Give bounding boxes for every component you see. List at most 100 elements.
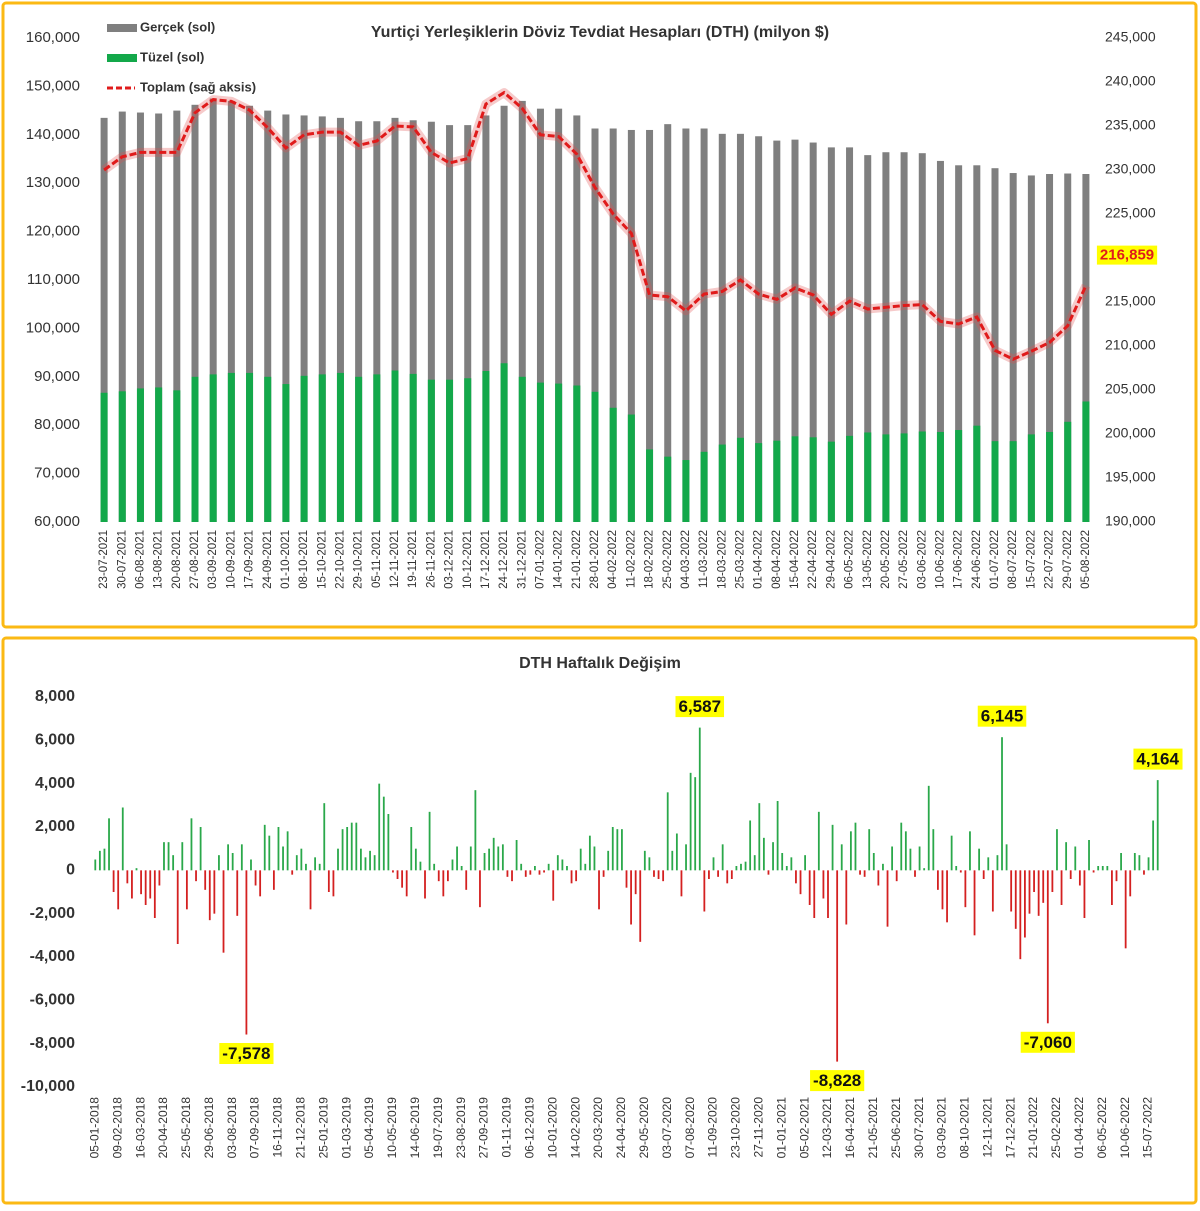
x-tick-label: 24-09-2021: [262, 530, 274, 589]
bar: [1005, 844, 1008, 871]
bar: [772, 842, 774, 871]
bar: [318, 116, 326, 523]
y2-tick-label: 205,000: [1105, 381, 1156, 397]
bar: [718, 133, 726, 522]
x-tick-label: 24-06-2022: [971, 530, 983, 589]
bar: [410, 827, 413, 871]
bar: [94, 859, 97, 871]
bar: [424, 870, 426, 899]
bar: [456, 846, 458, 871]
bar: [598, 870, 600, 910]
bar: [682, 128, 690, 522]
value-label: -7,060: [1024, 1033, 1072, 1052]
bar: [872, 853, 875, 871]
bar: [1111, 870, 1113, 905]
bar: [263, 824, 266, 871]
bar: [1129, 870, 1132, 897]
bar: [373, 855, 376, 871]
bar: [758, 803, 761, 871]
bar: [561, 859, 564, 871]
x-tick-label: 24-04-2020: [614, 1097, 628, 1159]
y-tick-label: 60,000: [34, 513, 80, 530]
bar: [996, 855, 999, 871]
legend-label: Toplam (sağ aksis): [140, 79, 256, 94]
bar: [1042, 870, 1045, 903]
bar: [474, 790, 477, 871]
x-tick-label: 05-08-2022: [1080, 530, 1092, 589]
chart-title: Yurtiçi Yerleşiklerin Döviz Tevdiat Hesa…: [371, 24, 829, 41]
y-tick-label: 2,000: [35, 818, 75, 835]
x-tick-label: 17-12-2021: [1003, 1097, 1017, 1159]
bar: [552, 870, 555, 901]
bar: [813, 870, 816, 918]
bar: [291, 870, 294, 875]
bar: [864, 432, 872, 522]
bar: [118, 391, 126, 522]
y-tick-label: 100,000: [26, 319, 80, 336]
bar: [1101, 866, 1104, 871]
bar: [176, 870, 179, 944]
bar: [464, 125, 472, 523]
bar: [286, 831, 289, 871]
bar: [318, 374, 326, 522]
bar: [529, 870, 532, 875]
bar: [536, 108, 544, 522]
x-tick-label: 12-03-2021: [820, 1097, 834, 1159]
bar: [250, 859, 252, 871]
bar: [506, 870, 509, 877]
bar: [520, 863, 523, 871]
x-tick-label: 07-01-2022: [534, 530, 546, 589]
x-tick-label: 25-02-2022: [1049, 1097, 1063, 1159]
bar: [447, 870, 449, 882]
bar: [808, 870, 811, 905]
bar: [1028, 870, 1031, 914]
bar: [158, 870, 161, 886]
bar: [611, 827, 614, 871]
value-label: 6,587: [678, 697, 721, 716]
bar: [904, 831, 907, 871]
bar: [809, 142, 817, 522]
bar: [1051, 870, 1054, 892]
bar: [245, 870, 248, 1035]
bar: [167, 842, 170, 871]
bar: [859, 870, 861, 875]
bar: [735, 866, 738, 871]
bar: [700, 128, 708, 522]
bar: [140, 870, 142, 895]
bar: [566, 866, 568, 871]
bar: [1065, 842, 1068, 871]
bar: [671, 850, 674, 871]
bar: [791, 139, 799, 522]
bar: [700, 451, 708, 522]
bar: [136, 112, 144, 522]
y-tick-label: 160,000: [26, 29, 80, 46]
bar: [1143, 870, 1145, 875]
x-tick-label: 07-08-2020: [683, 1097, 697, 1159]
bar: [318, 863, 321, 871]
bar: [195, 870, 197, 882]
x-tick-label: 10-01-2020: [545, 1097, 559, 1159]
bar: [155, 387, 163, 522]
bar: [785, 866, 788, 871]
bar: [1064, 173, 1072, 522]
x-tick-label: 27-08-2021: [189, 530, 201, 589]
bar: [327, 870, 330, 892]
bar: [790, 857, 793, 871]
bar: [891, 846, 894, 871]
bar: [900, 152, 908, 522]
bar: [191, 376, 199, 522]
y2-tick-label: 225,000: [1105, 205, 1156, 221]
bar: [515, 840, 518, 871]
bar: [1027, 175, 1035, 522]
y-tick-label: -8,000: [30, 1035, 75, 1052]
line: [103, 90, 1088, 361]
x-tick-label: 08-10-2021: [958, 1097, 972, 1159]
value-label: 216,859: [1100, 247, 1154, 264]
x-tick-label: 14-06-2019: [408, 1097, 422, 1159]
bar: [749, 820, 752, 871]
bar: [153, 870, 156, 918]
bar: [666, 792, 669, 871]
bar: [98, 850, 101, 871]
bar: [955, 165, 963, 523]
bar: [155, 113, 163, 522]
